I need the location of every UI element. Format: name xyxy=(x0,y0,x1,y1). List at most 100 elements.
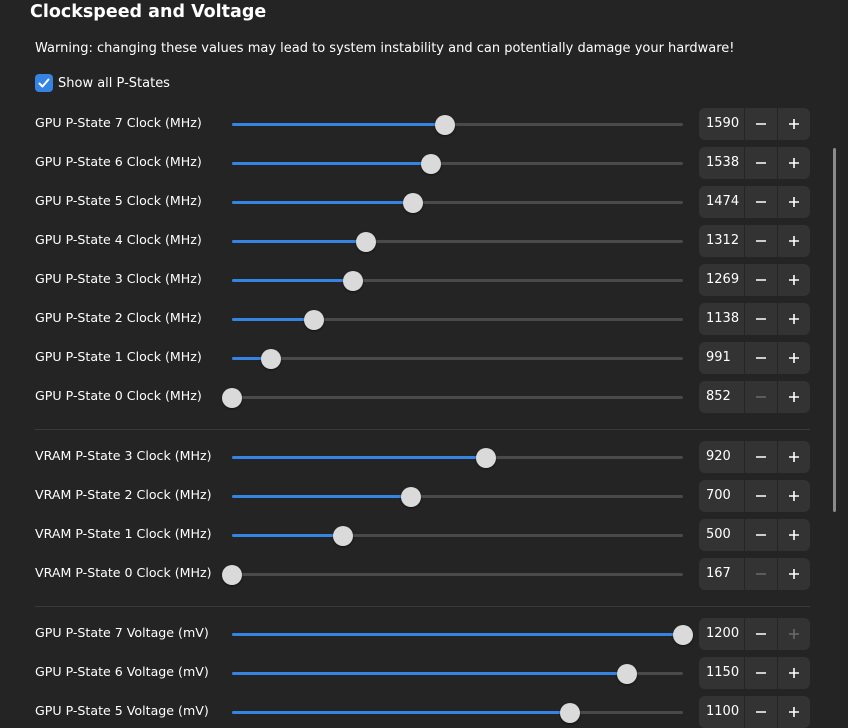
increment-button[interactable] xyxy=(777,303,810,335)
increment-button[interactable] xyxy=(777,441,810,473)
pstate-label: GPU P-State 7 Clock (MHz) xyxy=(35,115,202,130)
pstate-slider[interactable] xyxy=(232,310,683,330)
pstate-slider[interactable] xyxy=(222,565,683,585)
pstate-slider[interactable] xyxy=(232,193,683,213)
decrement-button[interactable] xyxy=(744,618,777,650)
pstate-row: VRAM P-State 3 Clock (MHz) 920 xyxy=(0,441,848,473)
slider-knob[interactable] xyxy=(342,271,363,291)
decrement-button[interactable] xyxy=(744,264,777,296)
pstate-slider[interactable] xyxy=(232,487,683,507)
pstate-slider[interactable] xyxy=(232,154,683,174)
pstate-value-input[interactable]: 1138 xyxy=(706,311,740,326)
increment-button[interactable] xyxy=(777,657,810,689)
slider-knob[interactable] xyxy=(673,625,693,645)
pstate-value-input[interactable]: 1100 xyxy=(706,704,740,719)
slider-fill xyxy=(232,633,683,636)
slider-knob[interactable] xyxy=(475,448,496,468)
pstate-value-input[interactable]: 920 xyxy=(706,449,731,464)
pstate-value-input[interactable]: 991 xyxy=(706,350,731,365)
increment-button[interactable] xyxy=(777,186,810,218)
pstate-slider[interactable] xyxy=(232,448,683,468)
pstate-spinbutton: 1590 xyxy=(699,108,810,140)
pstate-label: GPU P-State 0 Clock (MHz) xyxy=(35,388,202,403)
increment-button[interactable] xyxy=(777,342,810,374)
pstate-value-input[interactable]: 1474 xyxy=(706,194,740,209)
pstate-slider[interactable] xyxy=(232,271,683,291)
decrement-button[interactable] xyxy=(744,381,777,413)
slider-knob[interactable] xyxy=(222,388,242,408)
decrement-button[interactable] xyxy=(744,657,777,689)
pstate-value-input[interactable]: 700 xyxy=(706,488,731,503)
pstate-label: GPU P-State 6 Voltage (mV) xyxy=(35,664,209,679)
increment-button[interactable] xyxy=(777,558,810,590)
plus-icon xyxy=(789,530,799,540)
pstate-spinbutton: 700 xyxy=(699,480,810,512)
pstate-slider[interactable] xyxy=(232,664,683,684)
slider-fill xyxy=(232,162,431,165)
pstate-slider[interactable] xyxy=(232,349,683,369)
decrement-button[interactable] xyxy=(744,108,777,140)
pstate-slider[interactable] xyxy=(222,388,683,408)
slider-knob[interactable] xyxy=(332,526,353,546)
increment-button[interactable] xyxy=(777,480,810,512)
pstate-spinbutton: 1538 xyxy=(699,147,810,179)
slider-knob[interactable] xyxy=(304,310,325,330)
increment-button[interactable] xyxy=(777,696,810,728)
decrement-button[interactable] xyxy=(744,147,777,179)
plus-icon xyxy=(789,275,799,285)
decrement-button[interactable] xyxy=(744,558,777,590)
slider-knob[interactable] xyxy=(401,487,422,507)
slider-knob[interactable] xyxy=(560,703,581,723)
show-all-pstates-label: Show all P-States xyxy=(58,75,170,91)
slider-knob[interactable] xyxy=(260,349,281,369)
pstate-value-input[interactable]: 1590 xyxy=(706,116,740,131)
increment-button[interactable] xyxy=(777,519,810,551)
increment-button[interactable] xyxy=(777,225,810,257)
slider-knob[interactable] xyxy=(402,193,423,213)
slider-knob[interactable] xyxy=(420,154,441,174)
decrement-button[interactable] xyxy=(744,519,777,551)
increment-button[interactable] xyxy=(777,108,810,140)
pstate-slider[interactable] xyxy=(232,115,683,135)
plus-icon xyxy=(789,197,799,207)
pstate-value-input[interactable]: 167 xyxy=(706,566,731,581)
pstate-row: GPU P-State 2 Clock (MHz) 1138 xyxy=(0,303,848,335)
slider-knob[interactable] xyxy=(616,664,637,684)
decrement-button[interactable] xyxy=(744,186,777,218)
pstate-slider[interactable] xyxy=(232,232,683,252)
minus-icon xyxy=(756,633,766,635)
pstate-spinbutton: 500 xyxy=(699,519,810,551)
decrement-button[interactable] xyxy=(744,225,777,257)
increment-button[interactable] xyxy=(777,147,810,179)
decrement-button[interactable] xyxy=(744,303,777,335)
pstate-slider[interactable] xyxy=(232,526,683,546)
pstate-value-input[interactable]: 1538 xyxy=(706,155,740,170)
decrement-button[interactable] xyxy=(744,441,777,473)
slider-knob[interactable] xyxy=(435,115,456,135)
increment-button[interactable] xyxy=(777,264,810,296)
pstate-value-input[interactable]: 852 xyxy=(706,389,731,404)
decrement-button[interactable] xyxy=(744,480,777,512)
pstate-label: GPU P-State 3 Clock (MHz) xyxy=(35,271,202,286)
pstate-value-input[interactable]: 500 xyxy=(706,527,731,542)
increment-button[interactable] xyxy=(777,618,810,650)
scrollbar[interactable] xyxy=(833,148,836,512)
pstate-value-input[interactable]: 1312 xyxy=(706,233,740,248)
pstate-value-input[interactable]: 1200 xyxy=(706,626,740,641)
minus-icon xyxy=(756,201,766,203)
plus-icon xyxy=(789,314,799,324)
pstate-label: VRAM P-State 2 Clock (MHz) xyxy=(35,487,212,502)
slider-knob[interactable] xyxy=(355,232,376,252)
slider-knob[interactable] xyxy=(222,565,242,585)
increment-button[interactable] xyxy=(777,381,810,413)
show-all-pstates-toggle[interactable]: Show all P-States xyxy=(35,73,170,93)
pstate-spinbutton: 1200 xyxy=(699,618,810,650)
decrement-button[interactable] xyxy=(744,696,777,728)
pstate-value-input[interactable]: 1150 xyxy=(706,665,740,680)
pstate-row: GPU P-State 0 Clock (MHz) 852 xyxy=(0,381,848,413)
decrement-button[interactable] xyxy=(744,342,777,374)
pstate-slider[interactable] xyxy=(232,703,683,723)
show-all-pstates-checkbox[interactable] xyxy=(35,74,53,92)
pstate-value-input[interactable]: 1269 xyxy=(706,272,740,287)
pstate-slider[interactable] xyxy=(232,625,693,645)
